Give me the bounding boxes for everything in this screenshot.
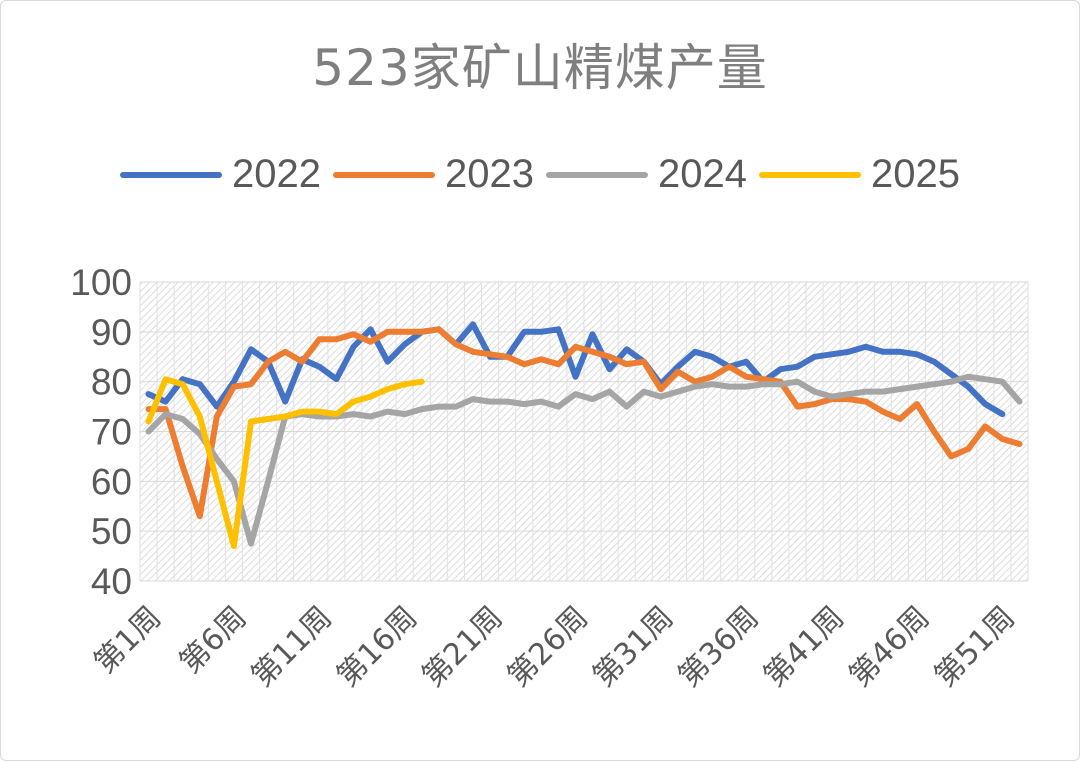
x-tick-label: 第26周 bbox=[501, 600, 595, 694]
y-tick-label: 80 bbox=[91, 362, 132, 403]
x-tick-label: 第16周 bbox=[330, 600, 424, 694]
y-tick-label: 50 bbox=[91, 511, 132, 552]
x-tick-label: 第31周 bbox=[586, 600, 680, 694]
legend-item-2023: 2023 bbox=[333, 152, 534, 197]
legend-label: 2023 bbox=[445, 152, 534, 196]
y-tick-label: 40 bbox=[91, 561, 132, 602]
series-line-2023 bbox=[145, 326, 1023, 520]
x-tick-label: 第41周 bbox=[757, 600, 851, 694]
chart-legend: 2022 2023 2024 2025 bbox=[0, 152, 1080, 197]
legend-swatch bbox=[546, 171, 648, 178]
legend-item-2025: 2025 bbox=[758, 152, 960, 197]
x-tick-label: 第51周 bbox=[928, 600, 1022, 694]
legend-item-2024: 2024 bbox=[546, 152, 747, 197]
y-tick-label: 100 bbox=[70, 262, 132, 303]
legend-label: 2025 bbox=[870, 152, 960, 196]
x-tick-label: 第21周 bbox=[416, 600, 510, 694]
x-tick-label: 第46周 bbox=[842, 600, 936, 694]
series-line-2025 bbox=[145, 376, 425, 550]
series-line-2022 bbox=[145, 321, 1006, 418]
legend-item-2022: 2022 bbox=[120, 152, 321, 197]
y-tick-label: 70 bbox=[91, 412, 132, 453]
x-tick-label: 第6周 bbox=[173, 600, 254, 681]
y-tick-label: 60 bbox=[91, 461, 132, 502]
legend-label: 2022 bbox=[232, 152, 322, 196]
legend-swatch bbox=[758, 171, 861, 178]
y-tick-label: 90 bbox=[91, 312, 132, 353]
legend-swatch bbox=[333, 171, 436, 178]
legend-swatch bbox=[120, 171, 223, 178]
legend-label: 2024 bbox=[658, 152, 747, 196]
x-tick-label: 第1周 bbox=[88, 600, 169, 681]
chart-title: 523家矿山精煤产量 bbox=[312, 39, 768, 97]
x-tick-label: 第11周 bbox=[245, 600, 339, 694]
x-tick-label: 第36周 bbox=[672, 600, 766, 694]
